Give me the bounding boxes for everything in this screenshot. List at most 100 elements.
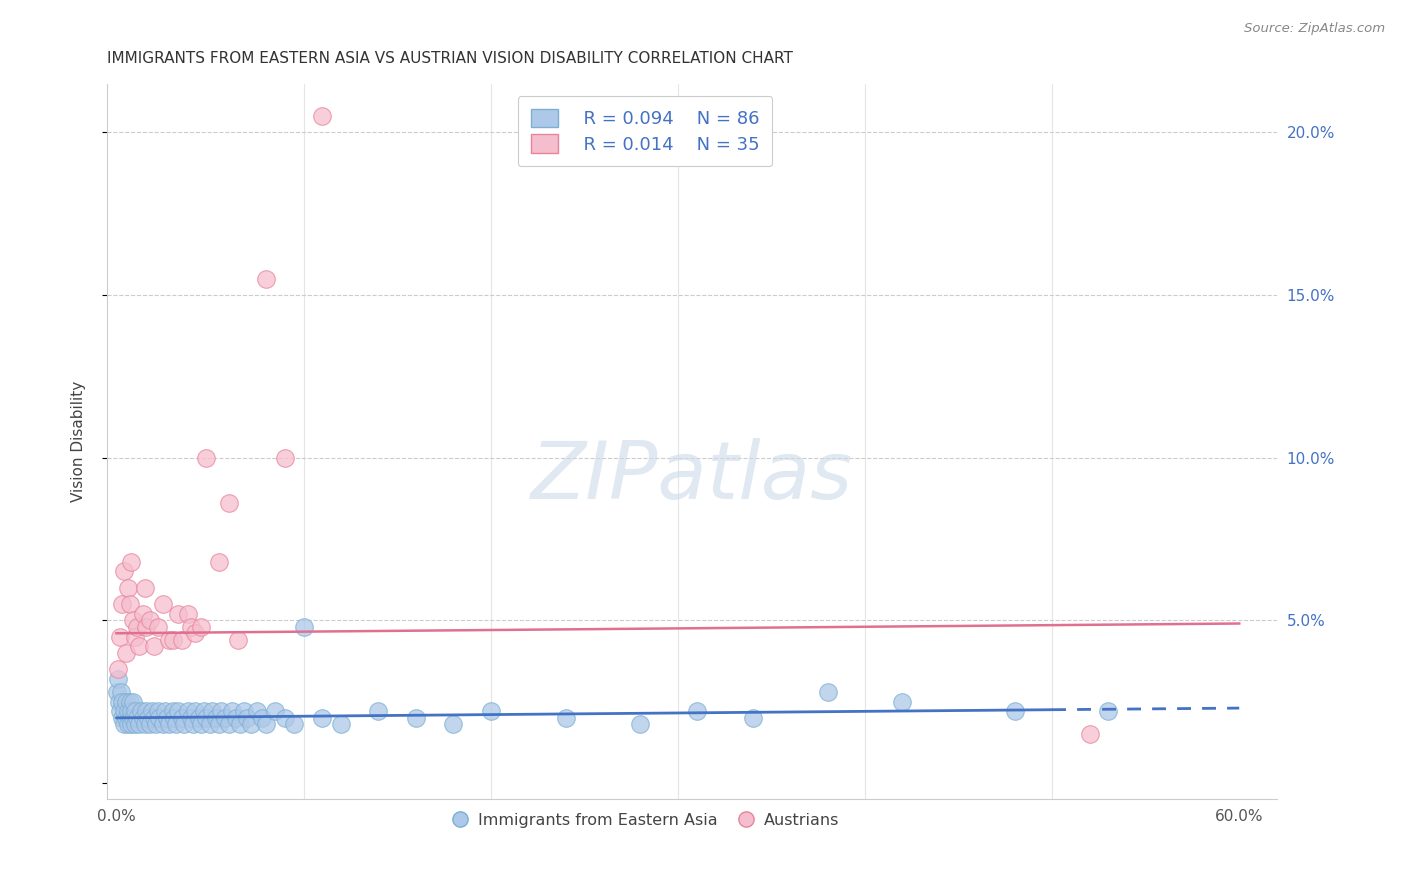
Point [141, 704, 163, 718]
Point [195, 450, 218, 465]
Point [405, 711, 427, 725]
Point [162, 632, 184, 647]
Point [229, 717, 252, 731]
Point [112, 704, 135, 718]
Point [114, 695, 136, 709]
Point [367, 704, 389, 718]
Point [124, 717, 146, 731]
Point [176, 704, 198, 718]
Point [240, 717, 263, 731]
Point [110, 685, 132, 699]
Point [135, 620, 157, 634]
Point [180, 620, 202, 634]
Point [170, 711, 193, 725]
Point [162, 704, 184, 718]
Point [111, 711, 134, 725]
Point [163, 711, 186, 725]
Point [554, 711, 576, 725]
Point [254, 271, 277, 285]
Point [157, 717, 180, 731]
Point [134, 581, 156, 595]
Point [292, 620, 315, 634]
Point [139, 717, 162, 731]
Point [209, 704, 232, 718]
Point [195, 711, 218, 725]
Point [105, 685, 128, 699]
Point [190, 717, 212, 731]
Point [152, 717, 174, 731]
Point [180, 711, 202, 725]
Point [252, 711, 274, 725]
Point [142, 640, 165, 654]
Point [107, 662, 129, 676]
Point [120, 717, 142, 731]
Point [184, 626, 207, 640]
Point [198, 717, 221, 731]
Point [134, 717, 156, 731]
Point [117, 704, 139, 718]
Point [146, 704, 169, 718]
Point [145, 717, 167, 731]
Point [129, 704, 152, 718]
Point [193, 704, 215, 718]
Y-axis label: Vision Disability: Vision Disability [72, 381, 86, 502]
Point [152, 597, 174, 611]
Point [891, 695, 914, 709]
Point [201, 704, 224, 718]
Point [131, 711, 153, 725]
Point [232, 704, 254, 718]
Point [118, 711, 141, 725]
Point [124, 630, 146, 644]
Text: ZIPatlas: ZIPatlas [531, 438, 853, 516]
Point [146, 620, 169, 634]
Point [208, 717, 231, 731]
Point [142, 711, 165, 725]
Point [117, 581, 139, 595]
Point [135, 704, 157, 718]
Point [108, 695, 131, 709]
Point [167, 607, 190, 621]
Point [218, 496, 240, 510]
Point [628, 717, 651, 731]
Point [165, 717, 187, 731]
Point [122, 613, 145, 627]
Point [108, 704, 131, 718]
Point [128, 640, 150, 654]
Point [208, 555, 231, 569]
Point [204, 711, 226, 725]
Point [148, 711, 170, 725]
Point [125, 620, 148, 634]
Point [741, 711, 763, 725]
Point [330, 717, 353, 731]
Text: IMMIGRANTS FROM EASTERN ASIA VS AUSTRIAN VISION DISABILITY CORRELATION CHART: IMMIGRANTS FROM EASTERN ASIA VS AUSTRIAN… [107, 51, 793, 66]
Point [112, 717, 135, 731]
Point [167, 704, 190, 718]
Point [187, 711, 209, 725]
Point [173, 717, 195, 731]
Point [136, 711, 159, 725]
Point [274, 711, 297, 725]
Point [107, 672, 129, 686]
Point [226, 632, 249, 647]
Point [479, 704, 502, 718]
Point [1078, 727, 1101, 741]
Point [120, 555, 142, 569]
Point [128, 717, 150, 731]
Point [118, 695, 141, 709]
Point [441, 717, 464, 731]
Point [1097, 704, 1119, 718]
Point [117, 717, 139, 731]
Point [311, 109, 333, 123]
Point [817, 685, 839, 699]
Point [124, 704, 146, 718]
Point [218, 717, 240, 731]
Point [125, 711, 148, 725]
Point [311, 711, 333, 725]
Point [112, 565, 135, 579]
Point [254, 717, 277, 731]
Point [153, 704, 176, 718]
Point [156, 711, 179, 725]
Point [157, 632, 180, 647]
Point [122, 711, 145, 725]
Point [131, 607, 153, 621]
